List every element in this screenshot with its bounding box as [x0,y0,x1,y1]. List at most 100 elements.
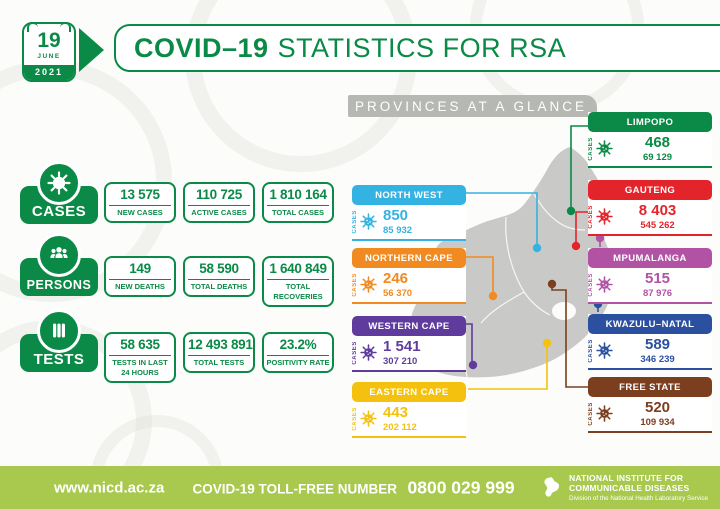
tollfree-number: 0800 029 999 [407,477,515,497]
nicd-logo: NATIONAL INSTITUTE FOR COMMUNICABLE DISE… [539,472,708,503]
cases-axis-label: CASES [352,273,358,297]
stat-card: 1 640 849 TOTAL RECOVERIES [262,256,334,307]
stat-label: ACTIVE CASES [191,208,247,218]
stat-card: 58 635 TESTS IN LAST 24 HOURS [104,332,176,383]
nicd-logo-icon [544,477,560,497]
arrow-icon [79,28,104,72]
stat-card: 58 590 TOTAL DEATHS [183,256,255,297]
province-new-cases: 850 [383,207,409,224]
virus-icon [37,161,81,205]
province-new-cases: 515 [644,270,671,287]
stat-value: 1 810 164 [267,186,329,206]
province-name: MPUMALANGA [588,248,712,268]
stat-label: TOTAL DEATHS [190,282,248,292]
province-callout-limpopo: LIMPOPO CASES 468 69 129 [588,112,712,168]
stat-label: NEW CASES [117,208,163,218]
province-total-cases: 87 976 [642,287,673,299]
province-stats: 589 346 239 [613,337,712,365]
stat-row-tests: 58 635 TESTS IN LAST 24 HOURS 12 493 891… [104,332,334,383]
stat-value: 58 635 [109,336,171,356]
province-stats: 246 56 370 [383,271,412,299]
province-name: EASTERN CAPE [352,382,466,402]
cases-axis-label: CASES [588,205,594,229]
province-new-cases: 520 [644,399,671,416]
virus-icon [360,344,377,361]
section-label: TESTS [33,351,85,368]
stat-label: POSITIVITY RATE [266,358,330,368]
section-label: CASES [31,203,87,220]
cases-axis-label: CASES [588,402,594,426]
stat-label: TOTAL RECOVERIES [273,282,323,301]
province-new-cases: 1 541 [383,338,421,355]
date-day: 19 [37,29,61,52]
stat-value: 110 725 [188,186,250,206]
province-new-cases: 443 [383,404,409,421]
date-year: 2021 [24,64,74,80]
virus-icon [596,140,613,157]
stat-card: 149 NEW DEATHS [104,256,176,297]
virus-icon [596,208,613,225]
virus-icon [360,410,377,427]
province-new-cases: 246 [383,270,409,287]
virus-icon [596,405,613,422]
province-callout-mpumalanga: MPUMALANGA CASES 515 87 976 [588,248,712,304]
stat-value: 149 [109,260,171,280]
stat-value: 1 640 849 [267,260,329,280]
page-title-covid: COVID–19 [134,32,269,63]
province-callout-western-cape: WESTERN CAPE CASES 1 541 307 210 [352,316,466,372]
province-callout-northern-cape: NORTHERN CAPE CASES 246 56 370 [352,248,466,304]
virus-icon [360,276,377,293]
stat-card: 1 810 164 TOTAL CASES [262,182,334,223]
province-total-cases: 346 239 [640,353,675,365]
stat-card: 23.2% POSITIVITY RATE [262,332,334,373]
province-total-cases: 202 112 [383,421,417,433]
province-name: NORTHERN CAPE [352,248,466,268]
provinces-panel-title: PROVINCES AT A GLANCE [348,95,598,117]
virus-icon [360,213,377,230]
province-stats: 8 403 545 262 [613,203,712,231]
province-total-cases: 56 370 [383,287,413,299]
tollfree-line: COVID-19 TOLL-FREE NUMBER 0800 029 999 [193,477,515,498]
province-name: LIMPOPO [588,112,712,132]
title-band: COVID–19 STATISTICS FOR RSA [114,24,720,72]
stat-label: TOTAL CASES [271,208,325,218]
org-name-line1: NATIONAL INSTITUTE FOR [569,472,684,483]
province-name: NORTH WEST [352,185,466,205]
province-total-cases: 109 934 [640,416,675,428]
stat-value: 23.2% [267,336,329,356]
stat-row-persons: 149 NEW DEATHS 58 590 TOTAL DEATHS 1 640… [104,256,334,307]
province-callout-kwazulu-natal: KWAZULU–NATAL CASES 589 346 239 [588,314,712,370]
stat-row-cases: 13 575 NEW CASES 110 725 ACTIVE CASES 1 … [104,182,334,223]
province-callout-north-west: NORTH WEST CASES 850 85 932 [352,185,466,241]
section-badge-persons: PERSONS [20,233,98,296]
province-stats: 1 541 307 210 [383,339,421,367]
section-badge-tests: TESTS [20,309,98,372]
province-stats: 520 109 934 [613,400,712,428]
date-badge: 19 JUNE 2021 [22,22,76,82]
stat-label: TOTAL TESTS [193,358,245,368]
province-total-cases: 307 210 [383,355,418,367]
province-callout-free-state: FREE STATE CASES 520 109 934 [588,377,712,433]
stat-value: 13 575 [109,186,171,206]
province-name: WESTERN CAPE [352,316,466,336]
stat-value: 58 590 [188,260,250,280]
stat-label: NEW DEATHS [115,282,165,292]
province-total-cases: 545 262 [640,219,675,231]
section-label: PERSONS [26,278,92,292]
virus-icon [596,342,613,359]
province-name: GAUTENG [588,180,712,200]
cases-axis-label: CASES [588,137,594,161]
province-stats: 515 87 976 [613,271,712,299]
province-stats: 468 69 129 [613,135,712,163]
province-total-cases: 85 932 [383,224,413,236]
province-new-cases: 468 [644,134,671,151]
province-callout-eastern-cape: EASTERN CAPE CASES 443 202 112 [352,382,466,438]
province-stats: 850 85 932 [383,208,412,236]
org-division: Division of the National Health Laborato… [569,495,708,503]
website-url: www.nicd.ac.za [54,479,165,496]
province-stats: 443 202 112 [383,405,417,433]
section-badge-cases: CASES [20,161,98,224]
tollfree-label: COVID-19 TOLL-FREE NUMBER [192,481,398,496]
province-new-cases: 8 403 [638,202,677,219]
people-icon [37,233,81,277]
